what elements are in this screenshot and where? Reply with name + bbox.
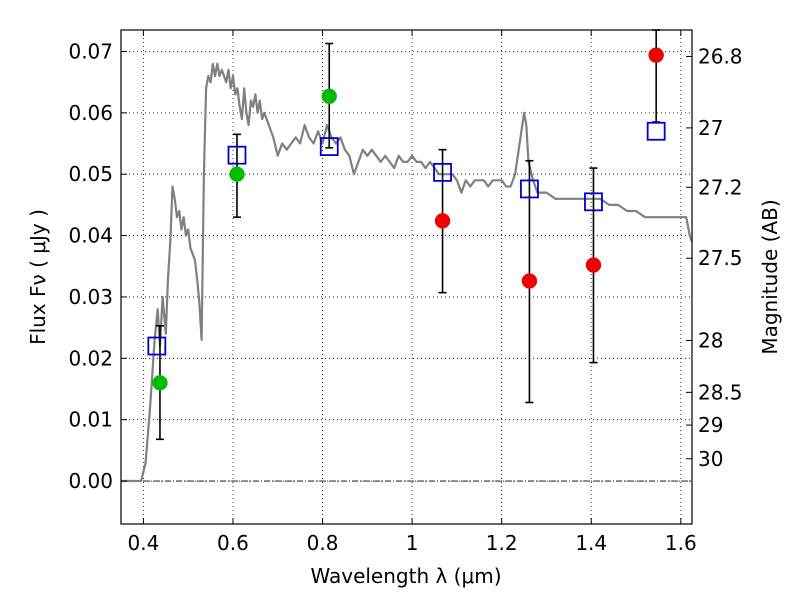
x-tick-label: 0.4 bbox=[127, 531, 159, 555]
plot-area bbox=[121, 29, 694, 483]
magnitude-tick-label: 30 bbox=[698, 447, 723, 471]
x-tick-label: 0.8 bbox=[307, 531, 339, 555]
red-data-point bbox=[521, 273, 538, 289]
x-tick-label: 1.2 bbox=[486, 531, 518, 555]
y-tick-label: 0.04 bbox=[68, 224, 113, 248]
ticks: 0.4 0.6 0.8 1 1.2 1.4 1.6 0.00 0.01 0.02 0.03 0.04 0… bbox=[68, 30, 743, 555]
model-photometry-square bbox=[520, 179, 539, 199]
magnitude-tick-label: 29 bbox=[698, 413, 723, 437]
right-axis-label: Magnitude (AB) bbox=[758, 199, 782, 354]
y-axis-label: Flux Fν ( μJy ) bbox=[26, 209, 50, 345]
x-tick-label: 0.6 bbox=[217, 531, 249, 555]
red-data-point bbox=[648, 47, 664, 63]
y-tick-label: 0.05 bbox=[68, 162, 113, 186]
y-tick-label: 0.00 bbox=[68, 469, 113, 493]
model-photometry-square bbox=[227, 145, 247, 165]
magnitude-tick-label: 27.5 bbox=[698, 246, 743, 270]
x-tick-label: 1 bbox=[406, 531, 419, 555]
model-photometry-square bbox=[646, 121, 666, 141]
red-data-point bbox=[434, 213, 451, 229]
magnitude-tick-label: 26.8 bbox=[698, 44, 743, 68]
magnitude-tick-label: 28 bbox=[698, 328, 723, 352]
plot-frame bbox=[120, 29, 693, 525]
magnitude-tick-label: 27 bbox=[698, 116, 723, 140]
y-tick-label: 0.03 bbox=[68, 285, 113, 309]
y-tick-label: 0.02 bbox=[68, 346, 113, 370]
magnitude-tick-label: 28.5 bbox=[698, 380, 743, 404]
y-tick-label: 0.06 bbox=[68, 101, 113, 125]
y-tick-label: 0.07 bbox=[68, 39, 113, 63]
green-data-point bbox=[229, 166, 245, 182]
red-data-point bbox=[585, 257, 602, 273]
y-tick-label: 0.01 bbox=[68, 408, 113, 432]
model-photometry-square bbox=[433, 162, 452, 182]
model-photometry-square bbox=[319, 137, 339, 156]
x-tick-label: 1.4 bbox=[575, 531, 607, 555]
green-data-point bbox=[321, 88, 337, 105]
green-data-point bbox=[152, 375, 168, 391]
x-tick-label: 1.6 bbox=[665, 531, 697, 555]
model-photometry-square bbox=[584, 192, 603, 212]
model-photometry-square bbox=[147, 336, 167, 356]
x-axis-label: Wavelength λ (μm) bbox=[310, 564, 501, 588]
magnitude-tick-label: 27.2 bbox=[698, 175, 743, 199]
